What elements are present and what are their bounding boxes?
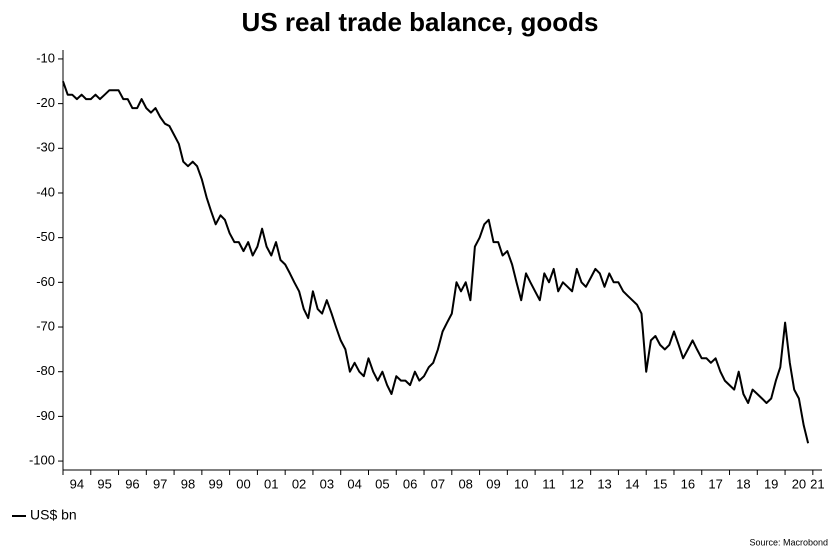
x-tick-label: 06 [403,476,417,491]
y-tick-label: -10 [36,50,55,65]
x-tick-label: 19 [764,476,778,491]
y-tick-label: -100 [29,453,55,468]
x-tick-label: 05 [375,476,389,491]
x-tick-label: 95 [97,476,111,491]
x-tick-label: 02 [292,476,306,491]
x-tick-label: 11 [542,476,556,491]
x-tick-label: 16 [681,476,695,491]
y-tick-label: -20 [36,95,55,110]
x-tick-label: 00 [236,476,250,491]
y-tick-label: -30 [36,140,55,155]
data-line [62,80,810,444]
legend-label: US$ bn [30,507,77,523]
x-tick-label: 17 [708,476,722,491]
x-tick-label: 96 [125,476,139,491]
x-tick-label: 97 [153,476,167,491]
x-tick-label: 01 [264,476,278,491]
x-tick-label: 09 [486,476,500,491]
x-tick-label: 20 [792,476,806,491]
y-tick-label: -90 [36,408,55,423]
x-tick-label: 99 [209,476,223,491]
x-tick-label: 10 [514,476,528,491]
x-tick-label: 03 [320,476,334,491]
y-tick-label: -70 [36,318,55,333]
y-tick-label: -50 [36,229,55,244]
y-tick-label: -60 [36,274,55,289]
source-note: Source: Macrobond [749,537,828,547]
chart-title: US real trade balance, goods [242,7,599,37]
x-tick-label: 14 [625,476,639,491]
x-tick-label: 98 [181,476,195,491]
x-tick-label: 08 [458,476,472,491]
x-tick-label: 04 [347,476,361,491]
x-tick-label: 21 [810,476,824,491]
x-tick-label: 15 [653,476,667,491]
x-tick-label: 07 [431,476,445,491]
x-tick-label: 12 [570,476,584,491]
x-tick-label: 13 [597,476,611,491]
y-tick-label: -80 [36,363,55,378]
y-tick-label: -40 [36,184,55,199]
x-tick-label: 18 [736,476,750,491]
x-tick-label: 94 [70,476,84,491]
